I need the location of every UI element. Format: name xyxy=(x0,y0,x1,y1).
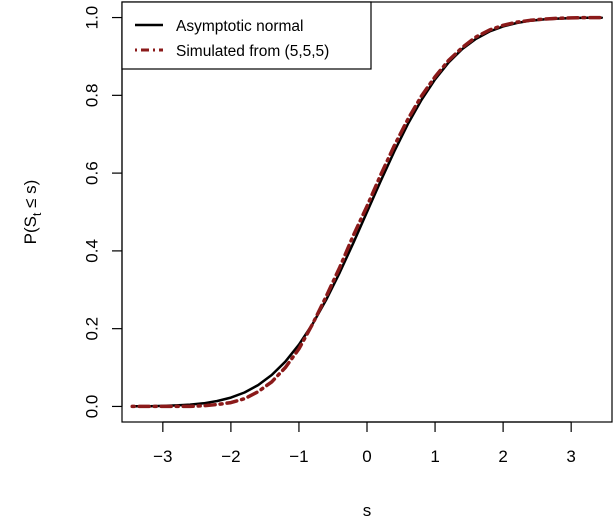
legend-label-simulated: Simulated from (5,5,5) xyxy=(176,43,329,60)
y-axis-label: P(St ≤ s) xyxy=(21,180,44,245)
series-line-simulated xyxy=(130,15,604,409)
x-axis-label: s xyxy=(363,501,372,520)
y-tick-label: 0.8 xyxy=(83,84,102,108)
series-line-asymptotic-normal xyxy=(130,16,604,408)
x-tick-label: 2 xyxy=(498,447,507,466)
y-tick-label: 0.0 xyxy=(83,395,102,419)
x-tick-label: 0 xyxy=(362,447,371,466)
x-tick-label: −3 xyxy=(153,447,172,466)
legend-box xyxy=(121,1,372,70)
x-axis: −3 −2 −1 0 1 2 3 xyxy=(153,421,576,466)
y-tick-label: 1.0 xyxy=(83,6,102,30)
y-tick-label: 0.6 xyxy=(83,161,102,185)
y-tick-label: 0.4 xyxy=(83,239,102,263)
x-tick-label: −1 xyxy=(289,447,308,466)
x-tick-label: −2 xyxy=(221,447,240,466)
legend-label-asymptotic-normal: Asymptotic normal xyxy=(176,18,303,35)
y-tick-label: 0.2 xyxy=(83,317,102,341)
y-axis: 0.0 0.2 0.4 0.6 0.8 1.0 xyxy=(83,6,123,419)
series-layer xyxy=(130,15,604,409)
x-tick-label: 1 xyxy=(430,447,439,466)
x-tick-label: 3 xyxy=(566,447,575,466)
legend: Asymptotic normal Simulated from (5,5,5) xyxy=(121,1,372,70)
